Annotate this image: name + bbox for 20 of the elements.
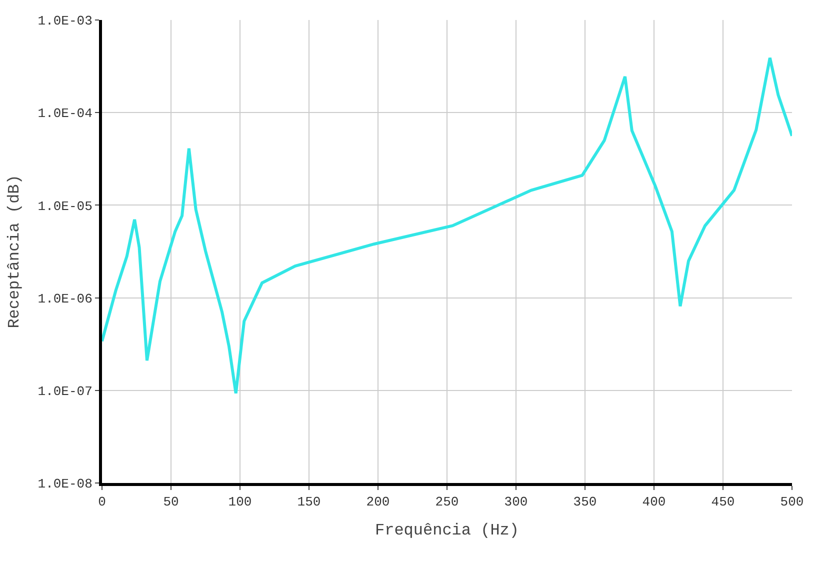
y-axis-title: Receptância (dB) [6, 174, 24, 328]
y-tick-label: 1.0E-05 [38, 198, 92, 214]
x-tick-label: 450 [711, 494, 735, 510]
x-tick-label: 250 [435, 494, 459, 510]
y-tick-label: 1.0E-07 [38, 384, 92, 399]
x-tick-label: 50 [163, 494, 179, 510]
x-tick-label: 500 [780, 494, 804, 510]
x-tick-label: 350 [573, 494, 597, 510]
x-tick-label: 200 [366, 494, 390, 510]
x-tick-label: 300 [504, 494, 528, 510]
x-tick-label: 0 [98, 494, 106, 510]
x-tick-label: 400 [642, 494, 666, 510]
y-tick-label: 1.0E-04 [38, 106, 93, 122]
y-tick-label: 1.0E-08 [38, 476, 92, 492]
y-tick-label: 1.0E-06 [38, 291, 92, 306]
line-series [102, 56, 792, 395]
x-tick-label: 150 [297, 494, 321, 510]
x-tick-label: 100 [228, 494, 252, 510]
y-tick-label: 1.0E-03 [38, 14, 92, 29]
x-axis-title: Frequência (Hz) [374, 521, 520, 540]
